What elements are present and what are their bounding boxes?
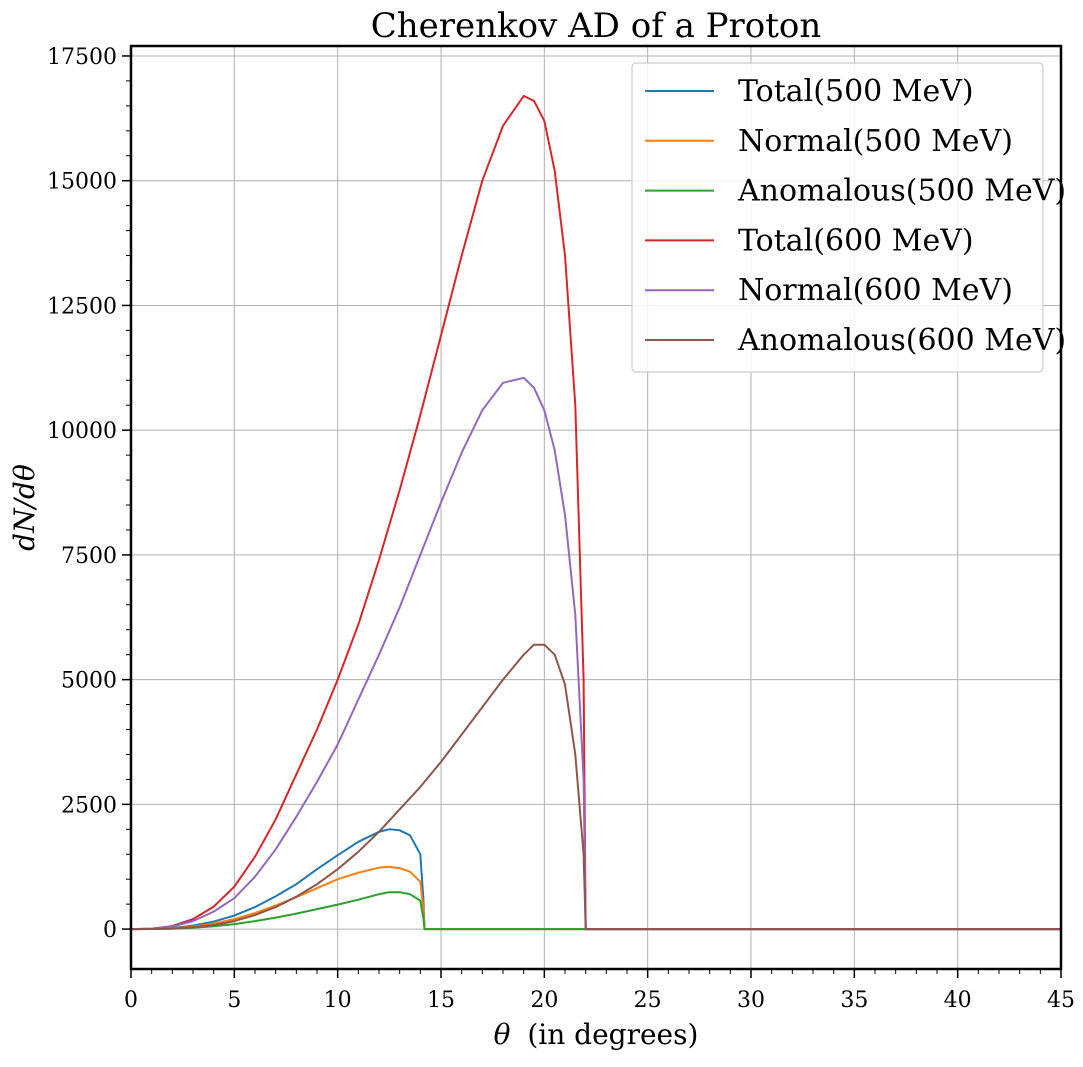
y-tick-label: 7500 [61, 544, 117, 569]
y-tick-label: 17500 [47, 45, 117, 70]
x-tick-label: 40 [944, 988, 972, 1013]
x-axis-symbol: θ [494, 1018, 511, 1051]
series-line-5 [130, 376, 1061, 931]
legend-box [631, 62, 1044, 373]
x-tick-label: 10 [324, 988, 352, 1013]
legend-label-1: Total(500 MeV) [738, 74, 974, 109]
x-tick-label: 5 [227, 988, 241, 1013]
x-axis-title: θ (in degrees) [494, 1018, 699, 1051]
y-tick-label: 12500 [47, 294, 117, 319]
legend-label-4: Total(600 MeV) [738, 223, 974, 258]
x-tick-label: 45 [1047, 988, 1075, 1013]
legend-label-3: Anomalous(500 MeV) [737, 174, 1066, 209]
x-tick-label: 25 [634, 988, 662, 1013]
legend-label-5: Normal(600 MeV) [738, 273, 1013, 308]
y-tick-label: 5000 [61, 669, 117, 694]
legend: Total(500 MeV) Normal(500 MeV) Anomalous(5… [631, 62, 1066, 373]
y-tick-label: 15000 [47, 170, 117, 195]
series-line-4 [130, 94, 1061, 931]
x-tick-label: 15 [427, 988, 455, 1013]
ticks: 0 5 10 15 20 25 30 35 40 45 0 2500 5000 7500 10000 1250… [47, 45, 1075, 1013]
y-tick-label: 2500 [61, 793, 117, 818]
legend-label-2: Normal(500 MeV) [738, 124, 1013, 159]
x-tick-label: 35 [840, 988, 868, 1013]
series-line-1 [130, 828, 1061, 931]
x-tick-label: 30 [737, 988, 765, 1013]
y-axis-title: dN/dθ [8, 464, 41, 551]
plot-frame [129, 44, 1063, 971]
legend-label-6: Anomalous(600 MeV) [737, 323, 1066, 358]
x-tick-label: 0 [124, 988, 138, 1013]
chart-title: Cherenkov AD of a Proton [371, 6, 822, 46]
series-lines [130, 94, 1061, 931]
series-line-6 [130, 643, 1061, 931]
x-tick-label: 20 [530, 988, 558, 1013]
x-axis-text: (in degrees) [527, 1018, 698, 1051]
y-tick-label: 10000 [47, 419, 117, 444]
y-tick-label: 0 [103, 918, 117, 943]
